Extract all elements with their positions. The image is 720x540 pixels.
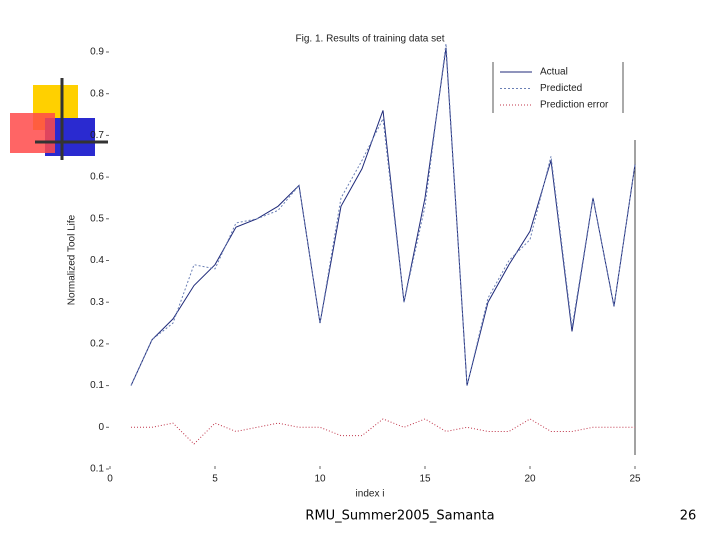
x-tick-label: 0 bbox=[107, 474, 113, 485]
series-line bbox=[130, 47, 636, 386]
x-tick-label: 15 bbox=[419, 474, 431, 485]
y-tick-label: 0.4 bbox=[90, 255, 104, 266]
x-tick-label: 10 bbox=[314, 474, 326, 485]
decoration bbox=[10, 78, 108, 160]
page-number: 26 bbox=[680, 509, 697, 524]
y-tick-label: 0.9 bbox=[90, 47, 104, 58]
y-tick-label: 0.2 bbox=[90, 339, 104, 350]
x-axis-label: index i bbox=[356, 489, 385, 500]
x-tick-label: 20 bbox=[524, 474, 536, 485]
y-tick-label: 0 bbox=[98, 422, 104, 433]
legend-label: Predicted bbox=[540, 83, 582, 94]
footer: RMU_Summer2005_Samanta bbox=[305, 509, 494, 524]
y-tick-label: 0.8 bbox=[90, 88, 104, 99]
y-tick-label: 0.7 bbox=[90, 130, 104, 141]
y-tick-label: 0.5 bbox=[90, 213, 104, 224]
x-tick-label: 25 bbox=[629, 474, 641, 485]
chart-title: Fig. 1. Results of training data set bbox=[296, 34, 445, 45]
y-tick-label: 0.6 bbox=[90, 172, 104, 183]
y-tick-label: 0.3 bbox=[90, 297, 104, 308]
legend-label: Prediction error bbox=[540, 100, 609, 111]
legend-label: Actual bbox=[540, 67, 568, 78]
y-tick-label: 0.1 bbox=[90, 380, 104, 391]
series-line bbox=[131, 418, 635, 445]
series-line bbox=[130, 43, 636, 386]
x-tick-label: 5 bbox=[212, 474, 218, 485]
y-tick-label: 0.1 bbox=[90, 464, 104, 475]
y-axis-label: Normalized Tool Life bbox=[67, 214, 78, 305]
